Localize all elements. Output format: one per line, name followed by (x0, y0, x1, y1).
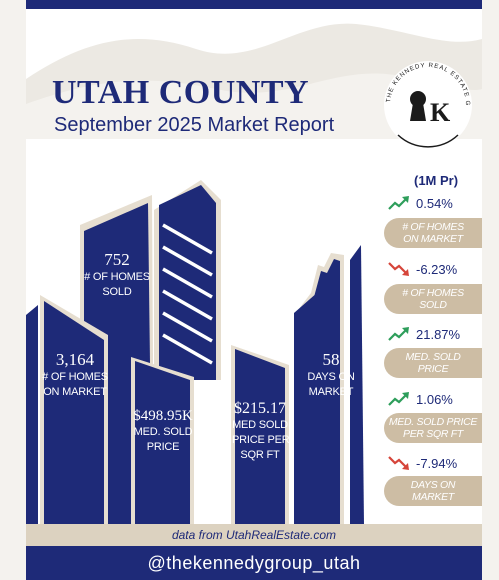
top-accent-bar (26, 0, 482, 9)
days-on-market-label: DAYS ON MARKET (307, 371, 355, 398)
logo-mark: K (430, 98, 451, 127)
trend-down-icon (388, 456, 409, 470)
median-price-value: $498.95K (133, 408, 193, 424)
median-price-label: MED. SOLD PRICE (133, 426, 193, 453)
trend-down-icon (388, 262, 409, 276)
page-subtitle: September 2025 Market Report (54, 114, 335, 136)
trend-up-icon (388, 196, 409, 210)
trend-up-icon (388, 392, 409, 406)
change-pct: 0.54% (416, 195, 453, 211)
homes-on-market-label: # OF HOMES ON MARKET (42, 371, 108, 398)
keyhole-k-logo-icon: K (410, 91, 451, 127)
source-bar: data from UtahRealEstate.com (26, 524, 482, 546)
days-on-market-value: 58 (322, 350, 340, 369)
change-row-median-price: 21.87% (388, 323, 482, 345)
change-pct: -7.94% (416, 455, 458, 471)
background-hills (26, 23, 482, 139)
change-row-days-on-market: -7.94% (388, 452, 482, 474)
kennedy-logo: THE KENNEDY REAL ESTATE GROUP K (378, 55, 472, 149)
change-label-pill: MED. SOLD PRICE PER SQR FT (384, 413, 482, 443)
page-title: UTAH COUNTY (52, 74, 310, 111)
social-handle: @thekennedygroup_utah (147, 552, 361, 573)
price-per-sqft-label: MED SOLD PRICE PER SQR FT (232, 419, 290, 461)
buildings-illustration (26, 180, 364, 525)
price-per-sqft-value: $215.17 (234, 400, 286, 417)
homes-sold-label: # OF HOMES SOLD (84, 271, 150, 298)
footer-bar: @thekennedygroup_utah (26, 546, 482, 580)
trend-up-icon (388, 327, 409, 341)
change-label-pill: # OF HOMES ON MARKET (384, 218, 482, 248)
median-price-stat: $498.95K MED. SOLD PRICE (132, 408, 194, 455)
homes-on-market-stat: 3,164 # OF HOMES ON MARKET (42, 350, 108, 400)
homes-on-market-value: 3,164 (55, 350, 95, 369)
change-label-pill: # OF HOMES SOLD (384, 284, 482, 314)
infographic-card: UTAH COUNTY September 2025 Market Report… (26, 0, 482, 580)
price-per-sqft-stat: $215.17 MED SOLD PRICE PER SQR FT (232, 400, 290, 463)
change-row-price-per-sqft: 1.06% (388, 388, 482, 410)
change-row-homes-sold: -6.23% (388, 258, 482, 280)
homes-sold-stat: 752 # OF HOMES SOLD (81, 250, 153, 300)
days-on-market-stat: 58 DAYS ON MARKET (303, 350, 359, 400)
change-pct: -6.23% (416, 261, 458, 277)
change-pct: 1.06% (416, 391, 453, 407)
change-row-homes-on-market: 0.54% (388, 192, 482, 214)
homes-sold-value: 752 (104, 250, 130, 269)
data-source-text: data from UtahRealEstate.com (171, 528, 337, 542)
change-label-pill: MED. SOLD PRICE (384, 348, 482, 378)
change-period-header: (1M Pr) (414, 173, 459, 188)
change-label-pill: DAYS ON MARKET (384, 476, 482, 506)
change-pct: 21.87% (416, 326, 461, 342)
